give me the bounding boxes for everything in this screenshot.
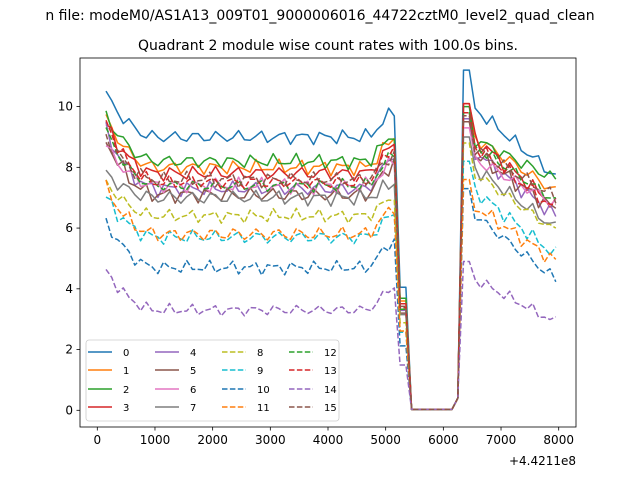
x-tick-label-1000: 1000: [140, 433, 171, 447]
y-tick-label-8: 8: [65, 160, 73, 174]
y-tick-label-10: 10: [58, 100, 73, 114]
legend-label-15: 15: [324, 403, 337, 414]
y-tick-label-4: 4: [65, 282, 73, 296]
series-line-9: [105, 160, 557, 411]
legend-label-2: 2: [123, 385, 129, 396]
x-tick-label-6000: 6000: [428, 433, 459, 447]
legend-label-0: 0: [123, 348, 129, 359]
series-line-14: [105, 260, 557, 411]
x-tick-label-5000: 5000: [370, 433, 401, 447]
legend-label-12: 12: [324, 348, 337, 359]
legend-label-11: 11: [257, 403, 270, 414]
legend-label-7: 7: [190, 403, 196, 414]
x-offset-label: +4.4211e8: [509, 454, 576, 468]
legend-label-9: 9: [257, 366, 263, 377]
series-line-5: [105, 121, 557, 411]
x-tick-label-3000: 3000: [255, 433, 286, 447]
legend-label-14: 14: [324, 385, 337, 396]
series-line-10: [105, 187, 557, 411]
x-tick-label-8000: 8000: [543, 433, 574, 447]
plot-lines: [105, 69, 557, 411]
legend-label-4: 4: [190, 348, 196, 359]
figure-suptitle: n file: modeM0/AS1A13_009T01_9000006016_…: [45, 8, 594, 24]
chart-title: Quadrant 2 module wise count rates with …: [138, 38, 518, 54]
series-line-8: [105, 142, 557, 411]
x-tick-label-0: 0: [93, 433, 101, 447]
legend-label-5: 5: [190, 366, 196, 377]
legend-label-13: 13: [324, 366, 337, 377]
y-tick-label-6: 6: [65, 221, 73, 235]
series-line-0: [105, 69, 556, 411]
y-tick-label-0: 0: [65, 403, 73, 417]
legend-box: [85, 339, 340, 422]
series-line-15: [105, 114, 557, 411]
legend-label-6: 6: [190, 385, 196, 396]
x-tick-label-7000: 7000: [486, 433, 517, 447]
legend-label-8: 8: [257, 348, 263, 359]
x-tick-label-4000: 4000: [313, 433, 344, 447]
y-tick-label-2: 2: [65, 343, 73, 357]
x-tick-label-2000: 2000: [197, 433, 228, 447]
series-line-2: [105, 105, 557, 411]
series-line-12: [105, 111, 556, 411]
legend-label-10: 10: [257, 385, 270, 396]
series-line-13: [105, 111, 556, 411]
legend-label-3: 3: [123, 403, 129, 414]
legend-label-1: 1: [123, 366, 129, 377]
series-line-7: [105, 136, 556, 411]
